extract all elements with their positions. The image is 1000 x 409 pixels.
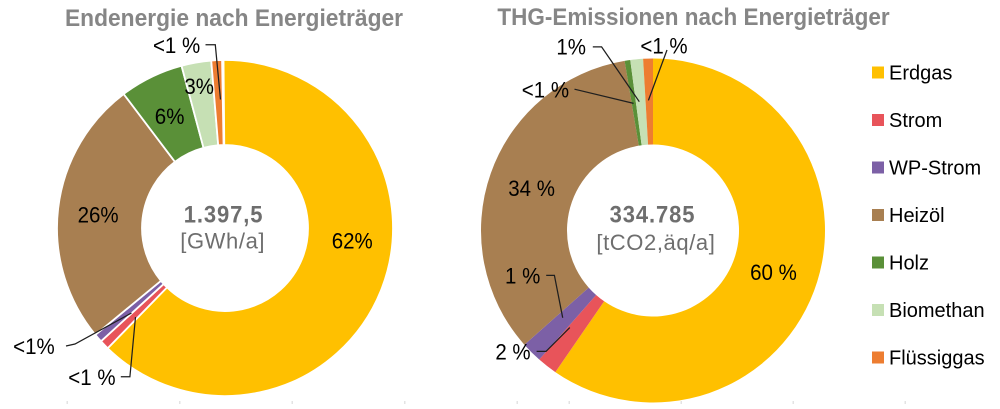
svg-text:THG-Emissionen nach Energieträ: THG-Emissionen nach Energieträger	[497, 4, 889, 31]
svg-text:3%: 3%	[184, 74, 214, 99]
svg-text:<1 %: <1 %	[153, 33, 200, 58]
svg-text:Heizöl: Heizöl	[889, 205, 945, 227]
svg-text:<1 %: <1 %	[522, 78, 569, 103]
svg-text:26%: 26%	[78, 203, 119, 228]
svg-text:[GWh/a]: [GWh/a]	[180, 228, 265, 253]
svg-text:<1 %: <1 %	[640, 34, 687, 59]
svg-text:1 %: 1 %	[505, 264, 540, 289]
svg-text:34 %: 34 %	[508, 176, 555, 201]
svg-text:<1%: <1%	[13, 334, 55, 359]
svg-text:6%: 6%	[155, 104, 185, 129]
svg-text:334.785: 334.785	[610, 201, 696, 228]
svg-text:1.397,5: 1.397,5	[184, 201, 264, 228]
svg-text:<1 %: <1 %	[68, 365, 115, 390]
svg-text:Strom: Strom	[889, 110, 942, 132]
svg-text:1%: 1%	[556, 35, 586, 60]
svg-text:Erdgas: Erdgas	[889, 62, 952, 84]
svg-text:62%: 62%	[332, 229, 373, 254]
svg-text:60 %: 60 %	[750, 260, 797, 285]
svg-text:Holz: Holz	[889, 252, 929, 274]
svg-text:Endenergie nach Energieträger: Endenergie nach Energieträger	[65, 4, 403, 31]
svg-text:Biomethan: Biomethan	[889, 300, 985, 322]
svg-text:WP-Strom: WP-Strom	[889, 157, 981, 179]
svg-text:2 %: 2 %	[495, 340, 530, 365]
svg-text:Flüssiggas: Flüssiggas	[889, 347, 985, 369]
svg-text:[tCO2,äq/a]: [tCO2,äq/a]	[596, 230, 715, 255]
